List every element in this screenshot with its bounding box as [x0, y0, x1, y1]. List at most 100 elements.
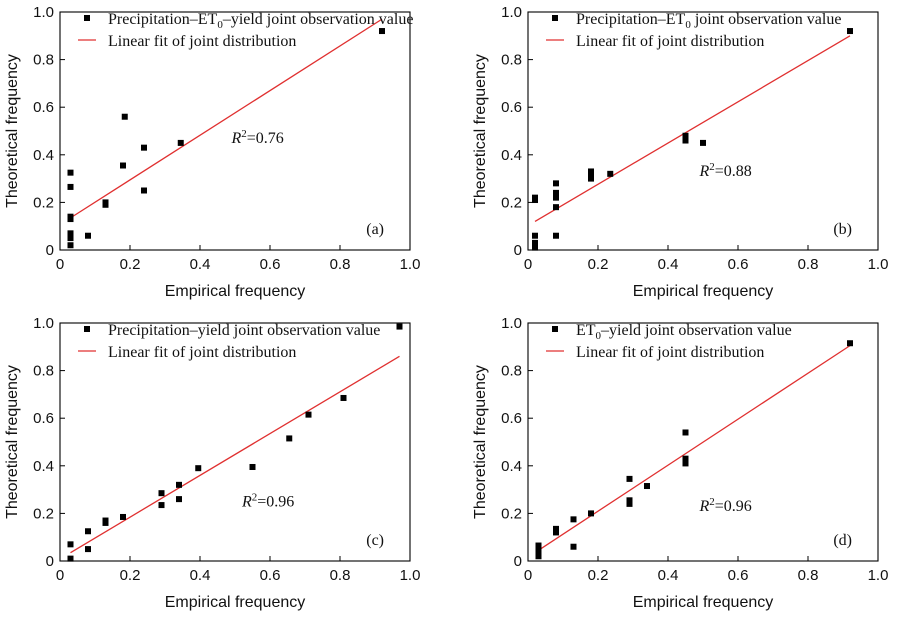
panel-c-y-tick-label: 1.0 [33, 315, 54, 332]
panel-d-r-squared-label: R2=0.96 [699, 496, 752, 515]
panel-c-data-point [176, 496, 182, 503]
panel-b-y-tick-label: 0.6 [501, 99, 522, 116]
panel-b-panel-label: (b) [833, 221, 852, 238]
panel-a-data-point [379, 28, 385, 35]
panel-c-data-point [158, 502, 165, 509]
panel-a-y-tick-label: 1.0 [33, 4, 54, 21]
panel-c-x-tick-label: 1.0 [400, 567, 421, 584]
panel-c-legend-fit-label: Linear fit of joint distribution [108, 344, 296, 361]
panel-d-data-point [535, 548, 542, 555]
panel-d-legend-fit-label: Linear fit of joint distribution [576, 344, 764, 361]
panel-d-x-tick-label: 0.6 [728, 567, 749, 584]
panel-b: 0 0.2 0.4 0.6 0.8 1.0 0 0.2 0.4 0.6 0.8 1.0 Empirica… [472, 4, 888, 300]
panel-c-data-point [396, 323, 403, 330]
panel-d-data-point [570, 516, 577, 523]
panel-b-data-point [532, 194, 538, 201]
panel-c-data-point [158, 490, 165, 497]
panel-d-y-tick-label: 0.6 [501, 410, 522, 427]
panel-c-legend-marker [84, 326, 90, 332]
panel-a-data-point [121, 113, 128, 120]
panel-c-y-tick-label: 0.8 [33, 363, 54, 380]
panel-a-y-tick-label: 0.6 [33, 99, 54, 116]
panel-d-x-tick-label: 0.2 [588, 567, 609, 584]
panel-b-y-tick-label: 1.0 [501, 4, 522, 21]
panel-d-data-point [626, 497, 633, 504]
panel-d-x-tick-label: 0.8 [798, 567, 819, 584]
panel-a-x-tick-label: 0.4 [190, 256, 211, 273]
panel-a-panel-label: (a) [366, 221, 384, 238]
panel-b-legend-fit-label: Linear fit of joint distribution [576, 33, 764, 50]
panel-c-x-tick-label: 0.2 [120, 567, 141, 584]
panel-c-x-tick-label: 0.4 [190, 567, 211, 584]
panel-a-data-point [67, 169, 74, 176]
panel-c-y-tick-label: 0.4 [33, 458, 54, 475]
panel-b-data-point [588, 173, 594, 180]
panel-b-data-point [532, 244, 538, 251]
panel-d-data-point [682, 429, 689, 436]
panel-a-x-tick-label: 1.0 [400, 256, 421, 273]
panel-d-data-point [626, 500, 633, 507]
panel-a-data-point [177, 139, 184, 146]
panel-d-data-point [570, 543, 577, 550]
panel-a-x-tick-label: 0.6 [260, 256, 281, 273]
panel-c-r-squared-label: R2=0.96 [241, 491, 294, 510]
panel-a-y-tick-label: 0.2 [33, 194, 54, 211]
panel-c-y-tick-label: 0.2 [33, 505, 54, 522]
panel-a-data-point [141, 187, 147, 194]
panel-b-x-axis-title: Empirical frequency [633, 283, 774, 300]
panel-a-data-point [67, 183, 74, 190]
panel-b-data-point [682, 132, 689, 139]
panel-a-r-squared-label: R2=0.76 [231, 128, 284, 147]
panel-c-y-tick-label: 0.6 [33, 410, 54, 427]
panel-c-panel-label: (c) [366, 532, 384, 549]
panel-c-data-point [305, 411, 312, 418]
panel-d-data-point [553, 529, 559, 536]
panel-a-x-tick-label: 0.2 [120, 256, 141, 273]
panel-d-data-point [535, 542, 542, 549]
panel-a-plot-frame [59, 11, 411, 251]
panel-a-data-point [67, 230, 74, 237]
panel-a-fit-line [70, 18, 383, 219]
panel-c-data-point [249, 463, 256, 470]
panel-c-y-axis-title: Theoretical frequency [4, 365, 21, 519]
panel-b-y-tick-label: 0 [514, 242, 522, 259]
panel-a-y-tick-label: 0.8 [33, 52, 54, 69]
panel-a-data-point [102, 199, 109, 206]
panel-b-y-tick-label: 0.4 [501, 147, 522, 164]
panel-b-data-point [553, 194, 559, 201]
panel-c-data-point [102, 517, 109, 524]
panel-d-y-tick-label: 0.2 [501, 505, 522, 522]
panel-a-y-tick-label: 0 [46, 242, 54, 259]
panel-c-data-point [67, 555, 74, 562]
panel-c-data-point [120, 513, 126, 520]
panel-a-legend-observation-label: Precipitation–ET0–yield joint observatio… [108, 11, 413, 31]
panel-a-data-point [141, 144, 147, 151]
panel-a-data-point [67, 235, 74, 242]
panel-d-fit-line [538, 345, 851, 551]
panel-d: 0 0.2 0.4 0.6 0.8 1.0 0 0.2 0.4 0.6 0.8 1.0 Empirica… [472, 315, 888, 611]
panel-c-x-tick-label: 0.8 [330, 567, 351, 584]
panel-a-x-tick-label: 0.8 [330, 256, 351, 273]
panel-a-x-tick-label: 0 [56, 256, 64, 273]
panel-c-data-point [85, 528, 91, 535]
panel-c-data-point [176, 481, 182, 488]
panel-b-data-point [532, 232, 538, 239]
panel-d-y-tick-label: 0.4 [501, 458, 522, 475]
panel-a-data-point [85, 232, 91, 239]
panel-b-fit-line [534, 35, 851, 222]
panel-a-x-axis-title: Empirical frequency [165, 283, 306, 300]
panel-b-legend-marker [552, 15, 558, 21]
panel-b-x-tick-label: 0.6 [728, 256, 749, 273]
panel-d-data-point [682, 455, 689, 462]
panel-c-legend-observation-label: Precipitation–yield joint observation va… [108, 322, 380, 339]
panel-d-y-axis-title: Theoretical frequency [472, 365, 489, 519]
panel-d-data-point [644, 483, 650, 490]
panel-b-data-point [553, 189, 559, 196]
panel-d-y-tick-label: 1.0 [501, 315, 522, 332]
panel-a-data-point [67, 242, 74, 249]
panel-b-data-point [607, 170, 614, 177]
panel-b-data-point [553, 180, 559, 187]
panel-d-data-point [626, 475, 633, 482]
panel-d-legend-marker [552, 326, 558, 332]
